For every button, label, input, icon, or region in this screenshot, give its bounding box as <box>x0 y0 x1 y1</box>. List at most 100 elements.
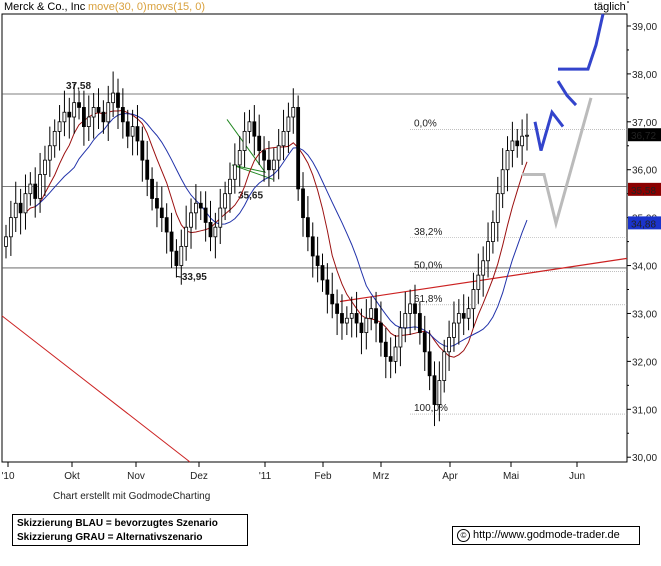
candle-body <box>86 116 91 127</box>
x-axis: '10 Okt Nov Dez '11 Feb Mrz Apr Mai Jun <box>1 462 585 482</box>
candle-body <box>257 135 262 151</box>
candle-body <box>232 164 237 180</box>
candle-body <box>335 303 340 314</box>
candle-body <box>77 102 81 108</box>
candle-body <box>135 126 140 142</box>
candle-body <box>125 121 130 137</box>
y-tick-label: 31,00 <box>632 405 657 416</box>
candle-body <box>344 317 349 324</box>
candle-body <box>491 222 495 242</box>
candle-body <box>413 303 417 314</box>
candle-body <box>388 356 393 362</box>
candle-body <box>218 207 223 228</box>
y-tick-label: 36,00 <box>632 166 657 177</box>
x-tick-label: Dez <box>190 471 208 482</box>
candle-body <box>262 150 266 161</box>
level-label: 35,65 <box>238 190 263 201</box>
candle-body <box>456 313 461 324</box>
header-ma2: movs(15, 0) <box>147 1 205 13</box>
candle-body <box>96 107 101 113</box>
chart-credit: Chart erstellt mit GodmodeCharting <box>53 491 211 502</box>
price-marker-label: 36,72 <box>631 131 656 142</box>
fibonacci-levels: 0,0% 38,2% 50,0% 61,8% 100,0% <box>410 118 627 415</box>
copyright-icon: © <box>457 529 470 542</box>
candle-body <box>47 145 52 161</box>
candle-body <box>267 159 271 171</box>
candle-body <box>82 107 86 127</box>
candle-body <box>150 178 154 199</box>
candle-body <box>422 332 427 353</box>
candle-body <box>198 202 203 209</box>
candle-body <box>106 102 111 123</box>
candle-body <box>505 150 510 171</box>
candle-body <box>43 159 47 175</box>
price-marker-box <box>628 182 661 196</box>
candle-body <box>305 217 310 238</box>
candle-body <box>369 308 374 319</box>
price-marker-label: 34,88 <box>631 219 656 230</box>
header-ma1: move(30, 0) <box>88 1 147 13</box>
candle-body <box>281 130 286 147</box>
candle-body <box>242 130 247 151</box>
candle-body <box>179 245 184 266</box>
candle-body <box>301 188 305 219</box>
price-bars <box>4 71 529 427</box>
candle-body <box>28 183 33 195</box>
scenario-blue-path <box>533 108 565 151</box>
source-url[interactable]: http://www.godmode-trader.de <box>473 529 620 541</box>
scenario-blue-path <box>556 80 578 107</box>
candle-body <box>72 102 77 118</box>
candle-body <box>13 202 18 219</box>
price-marker-box <box>628 216 661 230</box>
fib-label: 38,2% <box>414 227 442 238</box>
legend-gray: Skizzierung GRAU = Alternativszenario <box>17 532 203 543</box>
fib-label: 0,0% <box>414 118 437 129</box>
candle-body <box>174 250 179 266</box>
y-tick-label: 38,00 <box>632 70 657 81</box>
candle-body <box>164 217 169 233</box>
candle-body <box>276 145 281 161</box>
candle-body <box>271 159 276 171</box>
candle-body <box>398 327 403 348</box>
downtrend-line <box>1 315 191 463</box>
y-tick-label: 33,00 <box>632 309 657 320</box>
source-link[interactable]: © http://www.godmode-trader.de <box>452 526 640 545</box>
candle-body <box>393 346 398 362</box>
candle-body <box>432 375 437 405</box>
x-tick-label: Okt <box>64 471 80 482</box>
candle-body <box>62 111 67 123</box>
candle-body <box>52 130 57 147</box>
scenario-gray-path <box>522 97 593 230</box>
candle-body <box>515 140 520 147</box>
candle-body <box>291 107 296 118</box>
x-tick-label: Apr <box>442 471 458 482</box>
support-resistance-levels: 37,58 35,65 ~33,95 <box>2 81 627 283</box>
x-tick-label: Mai <box>503 471 519 482</box>
candle-body <box>408 303 413 314</box>
x-tick-label: Mrz <box>373 471 390 482</box>
candle-body <box>461 313 466 319</box>
y-tick-label: 32,00 <box>632 357 657 368</box>
candle-body <box>38 174 42 199</box>
candle-body <box>359 322 364 334</box>
candle-body <box>349 313 354 319</box>
candle-body <box>57 121 62 132</box>
candle-body <box>228 178 232 195</box>
header-period: täglich <box>594 1 626 13</box>
candle-body <box>184 226 189 247</box>
candle-body <box>111 92 116 104</box>
candle-body <box>476 274 481 290</box>
candle-body <box>247 121 252 132</box>
candle-body <box>437 380 442 405</box>
y-axis: 30,0031,0032,0033,0034,0035,0036,0037,00… <box>627 1 657 464</box>
candle-body <box>520 135 525 147</box>
x-tick-label: '11 <box>259 471 272 482</box>
fib-label: 50,0% <box>414 260 442 271</box>
candle-body <box>296 107 301 190</box>
candle-body <box>500 169 505 195</box>
x-tick-label: '10 <box>1 471 14 482</box>
candle-body <box>379 322 383 343</box>
candle-body <box>325 279 330 295</box>
candle-body <box>159 207 164 219</box>
